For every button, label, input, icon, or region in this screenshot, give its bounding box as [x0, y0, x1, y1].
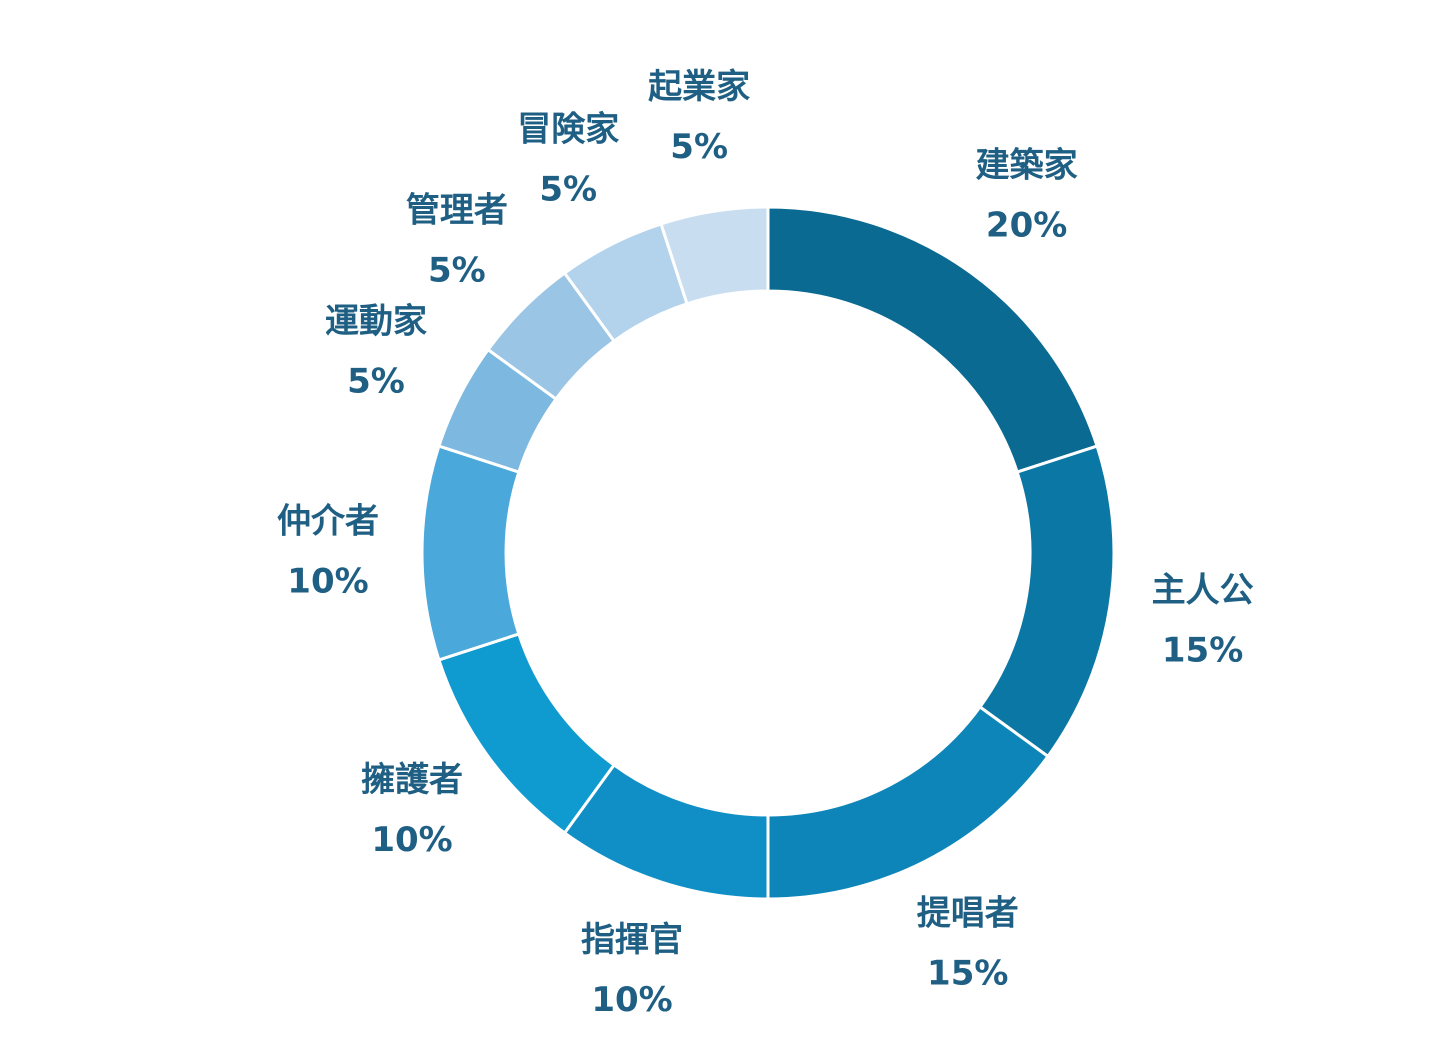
slice-value-label: 15% — [927, 954, 1008, 994]
slice-value-label: 5% — [539, 169, 597, 209]
slice-label: 冒険家 — [517, 109, 619, 149]
donut-slice — [659, 205, 770, 306]
slice-label: 管理者 — [406, 190, 508, 230]
slice-label: 起業家 — [648, 67, 750, 107]
slice-label: 仲介者 — [277, 502, 379, 542]
slice-value-label: 5% — [670, 127, 728, 167]
slice-label: 主人公 — [1152, 570, 1254, 610]
slice-label: 指揮官 — [581, 920, 683, 960]
slice-label: 提唱者 — [917, 894, 1019, 934]
donut-slice — [977, 444, 1116, 759]
slice-label: 建築家 — [976, 146, 1078, 186]
slice-value-label: 5% — [347, 362, 405, 402]
slice-label: 擁護者 — [361, 760, 463, 800]
donut-slice — [766, 704, 1051, 901]
slice-label: 運動家 — [325, 302, 427, 342]
donut-slice — [420, 444, 521, 662]
slice-value-label: 20% — [986, 206, 1067, 246]
slice-value-label: 10% — [591, 980, 672, 1020]
donut-slice — [437, 632, 617, 836]
slice-value-label: 5% — [428, 250, 486, 290]
donut-slice — [766, 205, 1099, 474]
slice-value-label: 10% — [287, 562, 368, 602]
slice-value-label: 10% — [371, 820, 452, 860]
slice-value-label: 15% — [1162, 630, 1243, 670]
